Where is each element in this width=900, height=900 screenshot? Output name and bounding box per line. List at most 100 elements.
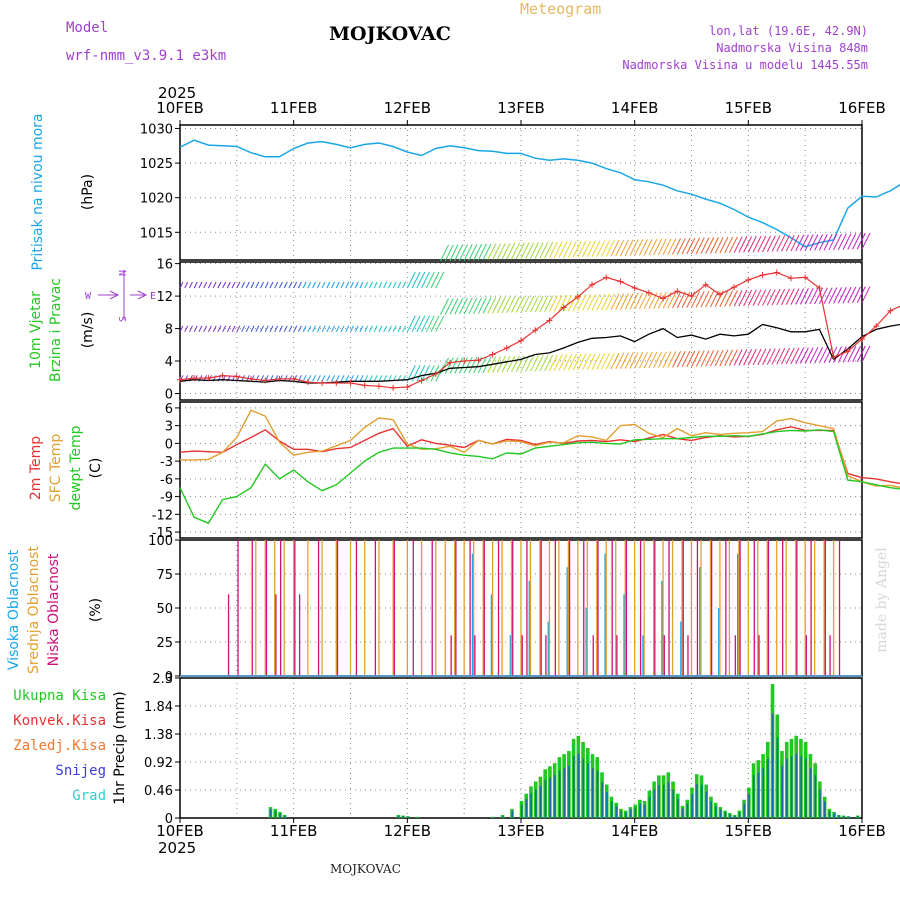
wind-barb <box>506 355 516 373</box>
meteogram-title: Meteogram <box>520 0 602 18</box>
wind-barb <box>477 297 487 314</box>
wind-barb <box>482 243 492 261</box>
wind-gust-marker <box>262 377 269 384</box>
wind-barb <box>667 238 677 255</box>
precip-conv-bar <box>402 816 405 818</box>
precip-conv-bar <box>662 784 665 818</box>
precip-conv-bar <box>752 775 755 818</box>
wind-barb <box>766 348 776 365</box>
cloud-label-low: Niska Oblacnost <box>46 553 62 666</box>
precip-conv-bar <box>719 809 722 818</box>
wind-barb <box>558 241 568 258</box>
wind-barb <box>605 293 615 311</box>
wind-barb <box>359 281 364 289</box>
wind-barb <box>837 346 847 363</box>
wind-gust-marker <box>219 372 226 379</box>
wind-barb <box>634 239 644 256</box>
y-tick-label: 0.92 <box>144 756 173 771</box>
wind-barb <box>316 375 321 382</box>
wind-barb <box>705 237 715 254</box>
precip-conv-bar <box>274 810 277 818</box>
wind-barb <box>454 297 464 315</box>
wind-gust-marker <box>518 337 524 344</box>
wind-barb <box>558 354 568 371</box>
wind-barb <box>383 281 388 289</box>
wind-barb <box>350 325 354 333</box>
precip-conv-bar <box>757 772 760 818</box>
temp-sfc-line <box>180 409 900 489</box>
x-tick-label-bottom: 14FEB <box>611 822 658 840</box>
precip-conv-bar <box>800 756 802 818</box>
wind-barb <box>264 281 269 289</box>
temp-2m-line <box>179 426 900 485</box>
wind-barb <box>392 325 397 333</box>
wind-gust-marker <box>446 359 453 366</box>
wind-barb <box>719 236 729 254</box>
wind-barb <box>752 289 762 306</box>
wind-barb <box>458 357 468 374</box>
y-tick-label: 3 <box>165 420 173 435</box>
wind-barb <box>766 289 776 306</box>
wind-barb <box>260 281 264 289</box>
wind-barb <box>435 315 445 333</box>
wind-gust-marker <box>873 323 880 330</box>
wind-barb <box>274 281 279 289</box>
wind-barb <box>425 365 435 382</box>
wind-gust-marker <box>276 375 283 382</box>
wind-barb <box>250 325 255 333</box>
precip-conv-bar <box>648 796 651 818</box>
wind-barb <box>563 294 573 312</box>
wind-barb <box>629 292 639 310</box>
wind-barb <box>724 290 734 307</box>
wind-barb <box>468 297 478 315</box>
wind-barb <box>293 281 298 289</box>
wind-barb <box>847 286 857 304</box>
wind-barb <box>217 281 222 289</box>
wind-barb <box>539 354 549 372</box>
wind-barb <box>705 350 715 367</box>
wind-barb <box>264 325 269 333</box>
wind-barb <box>430 271 440 289</box>
precip-conv-bar <box>525 799 528 818</box>
wind-barb <box>743 289 753 307</box>
wind-barb <box>743 236 753 253</box>
wind-barb <box>345 281 350 289</box>
wind-barb <box>511 355 520 373</box>
y-tick-label: 6 <box>165 402 173 417</box>
wind-barb <box>340 325 345 333</box>
wind-barb <box>207 325 212 333</box>
precip-legend-item: Konvek.Kisa <box>13 713 106 729</box>
wind-barb <box>620 239 629 257</box>
wind-barb <box>752 235 762 253</box>
wind-barb <box>691 237 700 255</box>
wind-barb <box>421 271 430 289</box>
wind-barb <box>492 356 502 373</box>
wind-barb <box>454 357 464 374</box>
temp-label-sfc: SFC Temp <box>48 434 64 503</box>
cloud-unit-label: (%) <box>88 598 104 622</box>
wind-barb <box>255 375 260 382</box>
wind-barb <box>373 325 378 333</box>
wind-barb <box>714 236 724 254</box>
precip-conv-bar <box>715 806 717 818</box>
wind-barb <box>828 233 838 251</box>
precip-conv-bar <box>672 789 675 818</box>
wind-barb <box>638 239 648 256</box>
wind-barb <box>724 349 734 366</box>
wind-barb <box>496 243 506 260</box>
wind-barb <box>724 236 734 254</box>
precip-unit-label: 1hr Precip (mm) <box>112 691 128 804</box>
wind-barb <box>354 281 359 289</box>
wind-barb <box>468 356 478 374</box>
wind-barb <box>653 292 663 309</box>
wind-barb <box>577 240 587 258</box>
wind-barb <box>747 236 757 253</box>
wind-barb <box>520 296 530 313</box>
wind-barb <box>629 239 639 256</box>
wind-gust-marker <box>205 375 212 382</box>
wind-barb <box>198 325 203 333</box>
wind-barb <box>520 242 530 259</box>
precip-conv-bar <box>606 791 608 818</box>
wind-barb <box>762 289 771 306</box>
wind-barb <box>402 281 407 289</box>
